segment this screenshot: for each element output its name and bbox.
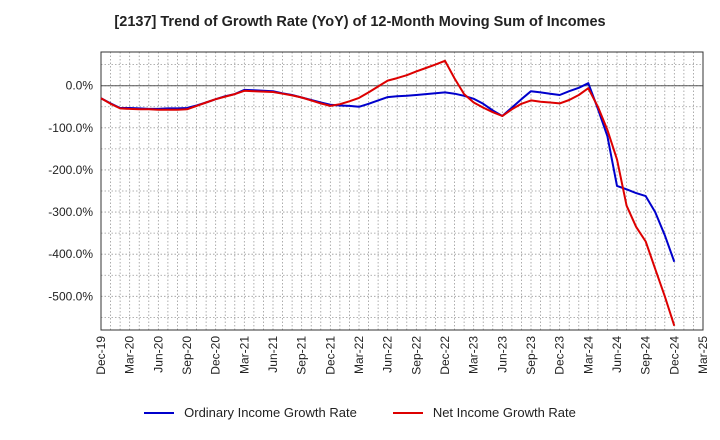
x-tick-label: Dec-21 [323, 336, 337, 375]
legend-swatch-ordinary [144, 411, 175, 414]
plot-frame [100, 51, 704, 331]
x-tick-label: Mar-21 [237, 336, 251, 374]
x-tick-label: Jun-20 [151, 336, 165, 373]
x-tick-label: Jun-22 [381, 336, 395, 373]
legend-item-net: Net Income Growth Rate [392, 405, 576, 420]
legend-label-net: Net Income Growth Rate [432, 405, 576, 420]
legend: Ordinary Income Growth Rate Net Income G… [0, 405, 720, 420]
series-line-net-income [100, 59, 676, 327]
x-tick-label: Sep-21 [295, 336, 309, 375]
y-tick-label: -500.0% [48, 289, 93, 303]
x-axis-ticks: Dec-19 Mar-20 Jun-20 Sep-20 Dec-20 Mar-21 Jun-… [94, 336, 710, 375]
grid [101, 52, 703, 330]
x-tick-label: Mar-20 [123, 336, 137, 374]
x-tick-label: Mar-22 [352, 336, 366, 374]
y-tick-label: -100.0% [48, 121, 93, 135]
y-tick-label: -400.0% [48, 247, 93, 261]
legend-label-ordinary: Ordinary Income Growth Rate [184, 405, 357, 420]
x-tick-label: Dec-22 [438, 336, 452, 375]
x-tick-label: Sep-22 [409, 336, 423, 375]
x-tick-label: Jun-23 [495, 336, 509, 373]
x-tick-label: Jun-21 [266, 336, 280, 373]
x-tick-label: Mar-23 [467, 336, 481, 374]
y-tick-label: -200.0% [48, 163, 93, 177]
chart-title: [2137] Trend of Growth Rate (YoY) of 12-… [114, 14, 606, 30]
x-tick-label: Dec-23 [553, 336, 567, 375]
series-lines [100, 59, 676, 327]
y-tick-label: -300.0% [48, 205, 93, 219]
x-tick-label: Sep-24 [639, 336, 653, 375]
x-tick-label: Sep-23 [524, 336, 538, 375]
x-tick-label: Dec-24 [667, 336, 681, 375]
legend-swatch-net [392, 411, 423, 414]
x-tick-label: Mar-24 [581, 336, 595, 374]
legend-item-ordinary: Ordinary Income Growth Rate [144, 405, 357, 420]
y-tick-label: 0.0% [66, 79, 94, 93]
x-tick-label: Dec-20 [209, 336, 223, 375]
x-tick-label: Mar-25 [696, 336, 710, 374]
x-tick-label: Sep-20 [180, 336, 194, 375]
y-axis-ticks: 0.0% -100.0% -200.0% -300.0% -400.0% -500.0% [48, 79, 93, 304]
x-tick-label: Jun-24 [610, 336, 624, 373]
x-tick-label: Dec-19 [94, 336, 108, 375]
